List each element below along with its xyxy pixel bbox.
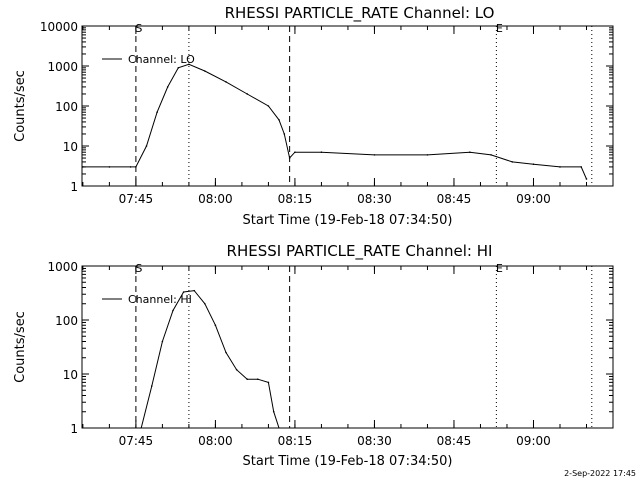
data-point xyxy=(267,105,270,107)
data-point xyxy=(272,410,275,413)
data-point xyxy=(225,351,227,354)
data-point xyxy=(172,309,174,312)
chart-panel-0: RHESSI PARTICLE_RATE Channel: LO 1 10 100 10… xyxy=(13,4,614,228)
data-point xyxy=(246,93,249,95)
footer-timestamp: 2-Sep-2022 17:45 xyxy=(564,469,636,478)
x-tick-label: 09:00 xyxy=(516,434,551,448)
data-point xyxy=(267,381,270,384)
data-point xyxy=(177,67,180,69)
x-tick-label: 09:00 xyxy=(516,192,551,206)
chart-title: RHESSI PARTICLE_RATE Channel: HI xyxy=(227,242,493,261)
data-point xyxy=(373,154,376,156)
y-tick-label: 1000 xyxy=(47,260,78,274)
y-tick-label: 10000 xyxy=(40,20,78,34)
data-point xyxy=(193,289,196,292)
plot-frame xyxy=(81,265,614,429)
legend-label: Channel: LO xyxy=(128,53,195,66)
data-point xyxy=(559,166,561,168)
data-point xyxy=(278,119,280,121)
x-tick-label: 08:45 xyxy=(437,192,472,206)
data-point xyxy=(294,151,296,153)
data-point xyxy=(182,291,185,293)
marker-e: E xyxy=(496,262,503,275)
data-point xyxy=(156,111,158,113)
data-point xyxy=(278,427,280,428)
data-point xyxy=(288,157,291,159)
data-point xyxy=(235,368,238,371)
data-point xyxy=(135,166,137,168)
x-axis-label: Start Time (19-Feb-18 07:34:50) xyxy=(243,454,453,469)
data-point xyxy=(150,385,153,387)
y-tick-label: 1 xyxy=(70,422,78,436)
y-tick-label: 1000 xyxy=(47,60,78,74)
x-tick-label: 07:45 xyxy=(119,434,154,448)
data-point xyxy=(82,166,84,168)
legend-label: Channel: HI xyxy=(128,293,192,306)
data-point xyxy=(580,166,582,168)
chart-panel-1: RHESSI PARTICLE_RATE Channel: HI 1 10 100 10… xyxy=(13,242,614,469)
plot-frame xyxy=(81,25,614,187)
data-point xyxy=(108,166,111,168)
marker-s: S xyxy=(135,22,142,35)
x-axis-label: Start Time (19-Feb-18 07:34:50) xyxy=(243,213,453,228)
data-point xyxy=(490,154,492,156)
x-tick-label: 07:45 xyxy=(119,192,154,206)
chart-title: RHESSI PARTICLE_RATE Channel: LO xyxy=(225,4,495,23)
y-tick-label: 100 xyxy=(55,314,78,328)
y-tick-label: 100 xyxy=(55,100,78,114)
data-point xyxy=(166,86,169,88)
data-point xyxy=(426,154,429,156)
data-point xyxy=(214,324,217,327)
data-point xyxy=(161,340,164,343)
data-point xyxy=(204,302,206,305)
x-tick-label: 08:00 xyxy=(198,192,233,206)
x-tick-label: 08:15 xyxy=(278,434,313,448)
series-line-0 xyxy=(82,63,587,180)
y-tick-label: 1 xyxy=(70,180,78,194)
x-tick-label: 08:30 xyxy=(357,434,392,448)
y-tick-label: 10 xyxy=(63,140,78,154)
data-point xyxy=(204,70,206,72)
data-point xyxy=(145,145,148,147)
data-point xyxy=(320,151,323,153)
y-axis-label: Counts/sec xyxy=(13,311,28,383)
series-line-0 xyxy=(140,290,280,428)
x-tick-label: 08:30 xyxy=(357,192,392,206)
data-point xyxy=(140,427,142,428)
x-tick-label: 08:45 xyxy=(437,434,472,448)
data-point xyxy=(283,133,286,135)
x-tick-label: 08:00 xyxy=(198,434,233,448)
data-point xyxy=(511,161,514,163)
data-point xyxy=(246,378,249,381)
y-tick-label: 10 xyxy=(63,368,78,382)
y-axis-label: Counts/sec xyxy=(13,70,28,142)
marker-e: E xyxy=(496,22,503,35)
x-tick-label: 08:15 xyxy=(278,192,313,206)
data-point xyxy=(585,178,588,180)
data-point xyxy=(469,151,471,153)
data-point xyxy=(257,378,259,381)
data-point xyxy=(532,163,535,166)
marker-s: S xyxy=(135,262,142,275)
data-point xyxy=(188,63,190,66)
data-point xyxy=(225,81,227,83)
data-point xyxy=(129,166,132,168)
